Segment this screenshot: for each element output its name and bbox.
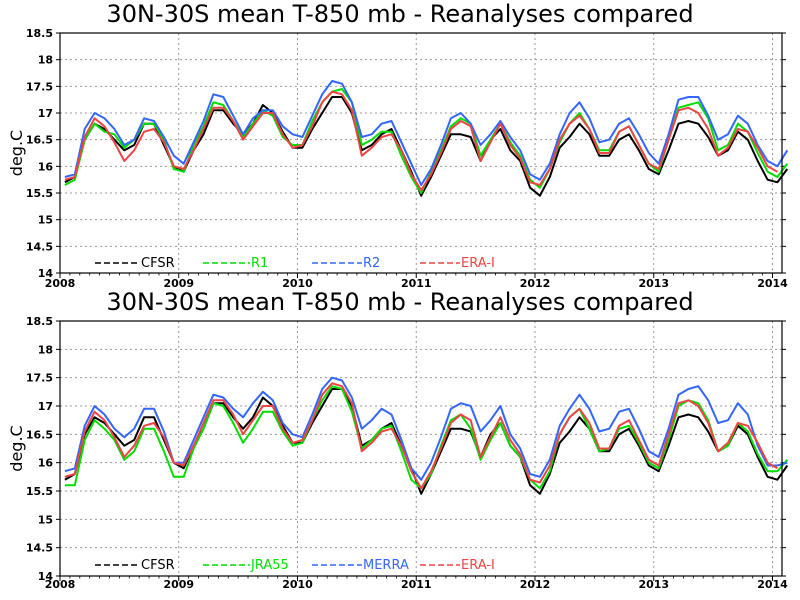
y-tick-label: 17.5 [26, 372, 53, 385]
x-tick-label: 2011 [401, 277, 432, 290]
y-tick-label: 14.5 [26, 542, 53, 555]
chart-panel-1: 30N-30S mean T-850 mb - Reanalyses compa… [7, 0, 789, 290]
y-tick-label: 16 [38, 160, 54, 173]
x-tick-label: 2008 [45, 578, 76, 591]
legend-label: CFSR [141, 558, 175, 573]
y-tick-label: 18 [38, 343, 53, 356]
y-tick-label: 16.5 [26, 134, 53, 147]
legend-label: R1 [251, 256, 268, 271]
y-tick-label: 17 [38, 107, 53, 120]
plot-frame [59, 32, 783, 274]
legend-label: ERA-I [461, 558, 495, 573]
y-tick-label: 15.5 [26, 485, 53, 498]
chart-title: 30N-30S mean T-850 mb - Reanalyses compa… [106, 288, 693, 316]
y-tick-label: 14 [38, 570, 54, 583]
x-tick-label: 2010 [282, 277, 313, 290]
y-axis-label: deg.C [7, 425, 26, 471]
y-axis-label: deg.C [7, 130, 26, 176]
series-line-r2 [64, 80, 789, 186]
chart-panel-2: 30N-30S mean T-850 mb - Reanalyses compa… [7, 288, 788, 591]
series-line-merra [64, 376, 788, 481]
x-tick-label: 2013 [638, 578, 669, 591]
series-line-era-i [64, 90, 778, 192]
y-tick-label: 18 [38, 54, 53, 67]
legend-label: MERRA [363, 558, 409, 573]
y-tick-label: 15.5 [26, 187, 53, 200]
x-tick-label: 2012 [520, 578, 551, 591]
legend-label: CFSR [141, 256, 175, 271]
y-tick-label: 15 [38, 513, 53, 526]
x-tick-label: 2009 [163, 277, 194, 290]
y-tick-label: 14 [38, 267, 54, 280]
legend: CFSR JRA55 MERRA ERA-I [95, 558, 495, 573]
legend-label: R2 [363, 256, 380, 271]
legend-label: ERA-I [461, 256, 495, 271]
x-tick-label: 2011 [401, 578, 432, 591]
chart-title: 30N-30S mean T-850 mb - Reanalyses compa… [106, 0, 693, 28]
legend: CFSR R1 R2 ERA-I [95, 256, 495, 271]
y-tick-label: 14.5 [26, 240, 53, 253]
legend-label: JRA55 [250, 558, 289, 573]
x-tick-label: 2008 [45, 277, 76, 290]
y-tick-label: 17.5 [26, 80, 53, 93]
y-tick-label: 16 [38, 457, 54, 470]
y-tick-label: 16.5 [26, 428, 53, 441]
y-tick-label: 18.5 [26, 315, 53, 328]
x-tick-label: 2009 [163, 578, 194, 591]
y-tick-label: 18.5 [26, 27, 53, 40]
x-tick-label: 2010 [282, 578, 313, 591]
y-tick-label: 15 [38, 214, 53, 227]
y-tick-label: 17 [38, 400, 53, 413]
x-tick-label: 2013 [638, 277, 669, 290]
x-tick-label: 2012 [520, 277, 551, 290]
series-line-era-i [64, 382, 778, 490]
series-line-cfsr [64, 388, 789, 495]
x-tick-label: 2014 [757, 578, 788, 591]
plot-frame [59, 320, 783, 577]
x-tick-label: 2014 [757, 277, 788, 290]
